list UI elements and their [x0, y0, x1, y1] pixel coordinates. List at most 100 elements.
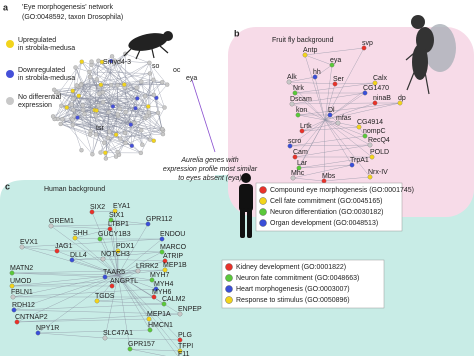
- gene-label: MEP1A: [147, 311, 171, 318]
- network-edge: [16, 313, 181, 323]
- gene-label: PDX1: [116, 243, 134, 250]
- gene-label: Lar: [297, 160, 308, 167]
- network-node: [177, 311, 183, 317]
- legend-swatch: [259, 219, 267, 227]
- gene-label: TrpA1: [350, 157, 369, 164]
- network-node: [332, 81, 338, 87]
- network-edge: [124, 87, 163, 130]
- network-edge: [324, 82, 376, 121]
- network-edge: [95, 98, 138, 116]
- network-node: [64, 105, 69, 110]
- network-node: [165, 82, 170, 87]
- network-edge: [50, 225, 111, 230]
- network-node: [177, 337, 183, 343]
- network-edge: [81, 61, 163, 130]
- network-edge: [78, 53, 126, 97]
- network-node: [93, 113, 98, 118]
- network-edge: [78, 95, 131, 125]
- network-node: [60, 117, 65, 122]
- gene-label: Calx: [373, 75, 388, 82]
- network-node: [335, 120, 341, 126]
- network-edge: [324, 119, 371, 146]
- network-node: [123, 110, 128, 115]
- network-edge: [131, 79, 154, 146]
- gene-label: MEP1B: [163, 262, 187, 269]
- network-edge: [324, 119, 371, 178]
- gene-label: RDH12: [12, 302, 35, 309]
- network-node: [100, 99, 106, 105]
- gene-label: NPY1R: [36, 325, 59, 332]
- network-node: [123, 51, 128, 56]
- network-edge: [149, 62, 159, 113]
- network-edge: [288, 81, 336, 85]
- legend-label: No differential: [18, 94, 62, 101]
- gene-label: RecQ4: [368, 137, 390, 144]
- legend-swatch: [6, 70, 14, 78]
- network-node: [153, 286, 159, 292]
- gene-label: TFPI: [178, 343, 193, 350]
- legend-swatch: [259, 208, 267, 216]
- network-edge: [89, 71, 91, 132]
- gene-label: scro: [288, 138, 301, 145]
- network-edge: [94, 60, 115, 111]
- network-edge: [37, 274, 119, 334]
- network-edge: [324, 119, 353, 166]
- network-edge: [288, 76, 316, 83]
- network-node: [108, 82, 114, 88]
- network-edge: [324, 83, 336, 121]
- network-edge: [50, 225, 119, 276]
- network-node: [138, 150, 143, 156]
- network-edge: [294, 82, 376, 94]
- network-node: [372, 80, 378, 86]
- annotation: expression profile most similar: [163, 166, 258, 173]
- network-edge: [90, 117, 146, 132]
- network-edge: [16, 318, 150, 323]
- network-edge: [117, 223, 149, 276]
- network-edge: [72, 90, 93, 155]
- network-node: [160, 126, 165, 132]
- gene-label: TGDS: [95, 293, 115, 300]
- legend-label: Organ development (GO:0048513): [270, 220, 378, 227]
- network-node: [102, 274, 108, 280]
- network-node: [90, 152, 95, 157]
- network-edge: [294, 144, 371, 158]
- network-edge: [298, 164, 353, 169]
- network-edge: [324, 119, 373, 158]
- network-edge: [115, 62, 150, 135]
- network-node: [312, 74, 318, 80]
- network-edge: [297, 114, 326, 121]
- network-edge: [117, 274, 131, 350]
- network-node: [123, 140, 128, 146]
- network-edge: [11, 279, 153, 287]
- gene-label: MATN2: [10, 265, 33, 272]
- gene-label: GREM1: [49, 218, 74, 225]
- network-edge: [60, 123, 91, 135]
- gene-label: oc: [173, 67, 181, 74]
- network-edge: [100, 96, 146, 153]
- network-node: [115, 83, 120, 88]
- network-edge: [304, 54, 326, 121]
- network-edge: [109, 228, 119, 276]
- gene-label: FBLN1: [11, 289, 33, 296]
- network-edge: [117, 115, 163, 130]
- network-edge: [304, 47, 365, 56]
- network-node: [71, 114, 76, 119]
- network-edge: [91, 61, 165, 108]
- network-edge: [58, 93, 159, 114]
- gene-label: JAG1: [55, 243, 73, 250]
- network-node: [122, 82, 127, 87]
- gene-label: Smyd4-3: [103, 59, 131, 66]
- gene-label: tsr: [96, 125, 104, 132]
- gene-label: SIX2: [90, 204, 105, 211]
- network-node: [108, 217, 114, 223]
- network-edge: [314, 64, 333, 78]
- network-edge: [117, 238, 163, 276]
- network-edge: [149, 62, 165, 108]
- network-edge: [74, 237, 101, 240]
- network-edge: [145, 117, 163, 130]
- network-edge: [323, 176, 371, 182]
- network-node: [177, 348, 183, 354]
- network-node: [296, 165, 302, 171]
- network-edge: [291, 103, 326, 121]
- network-node: [58, 121, 63, 127]
